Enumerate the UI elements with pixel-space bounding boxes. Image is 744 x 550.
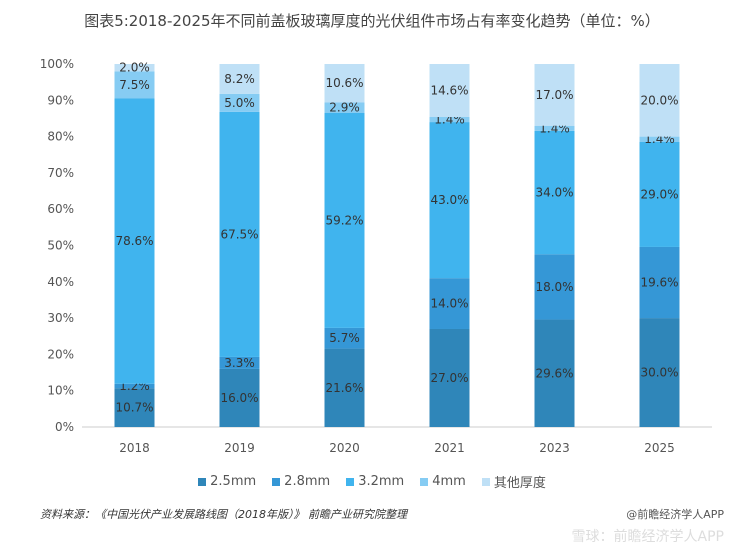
bar-segment (534, 64, 575, 126)
y-tick-label: 50% (47, 239, 74, 253)
bar-segment (114, 98, 155, 384)
bar-segment (429, 116, 470, 123)
legend-item: 2.8mm (272, 472, 330, 491)
y-tick-label: 10% (47, 384, 74, 398)
bar-segment (219, 111, 260, 357)
data-label: 14.6% (430, 83, 468, 97)
bar-segment (324, 102, 365, 114)
data-label: 43.0% (430, 193, 468, 207)
stacked-bar-chart: 0%10%20%30%40%50%60%70%80%90%100%10.7%1.… (40, 57, 712, 455)
y-tick-label: 60% (47, 202, 74, 216)
y-tick-label: 70% (47, 166, 74, 180)
bar-segment (219, 368, 260, 427)
data-label: 20.0% (640, 93, 678, 107)
data-label: 2.0% (119, 61, 150, 75)
legend-item: 3.2mm (346, 472, 404, 491)
bar-segment (219, 64, 260, 94)
data-label: 3.3% (224, 356, 255, 370)
legend-item: 2.5mm (198, 472, 256, 491)
legend-swatch (272, 477, 281, 486)
bar-segment (429, 278, 470, 329)
y-tick-label: 80% (47, 130, 74, 144)
bar-segment (639, 246, 680, 319)
data-label: 18.0% (535, 280, 573, 294)
bar-segment (639, 318, 680, 427)
data-label: 67.5% (220, 227, 258, 241)
legend-item: 其他厚度 (481, 472, 546, 491)
data-label: 21.6% (325, 381, 363, 395)
legend-label: 4mm (432, 474, 466, 489)
x-tick-label: 2020 (329, 441, 360, 455)
bar-segment (114, 388, 155, 427)
data-label: 2.9% (329, 101, 360, 115)
bar-segment (639, 64, 680, 137)
x-tick-label: 2018 (119, 441, 150, 455)
data-label: 14.0% (430, 297, 468, 311)
data-label: 34.0% (535, 186, 573, 200)
data-label: 78.6% (115, 234, 153, 248)
data-label: 29.0% (640, 187, 678, 201)
watermark: 雪球：前瞻经济学人APP (571, 529, 724, 545)
bar-segment (324, 348, 365, 427)
bar-segment (114, 64, 155, 72)
data-label: 19.6% (640, 276, 678, 290)
legend-swatch (481, 477, 490, 486)
bar-segment (534, 319, 575, 427)
bar-segment (534, 125, 575, 131)
legend-label: 其他厚度 (493, 476, 546, 491)
data-label: 7.5% (119, 78, 150, 92)
y-tick-label: 40% (47, 275, 74, 289)
y-tick-label: 0% (55, 420, 74, 434)
data-label: 17.0% (535, 88, 573, 102)
data-label: 30.0% (640, 366, 678, 380)
data-label: 10.6% (325, 76, 363, 90)
legend-label: 2.8mm (284, 474, 331, 489)
bar-segment (324, 113, 365, 328)
chart-title: 图表5:2018-2025年不同前盖板玻璃厚度的光伏组件市场占有率变化趋势（单位… (84, 12, 660, 30)
data-label: 59.2% (325, 213, 363, 227)
y-tick-label: 100% (40, 57, 74, 71)
data-label: 16.0% (220, 391, 258, 405)
bar-segment (114, 383, 155, 389)
data-label: 29.6% (535, 366, 573, 380)
data-label: 10.7% (115, 401, 153, 415)
legend-swatch (198, 477, 207, 486)
bar-segment (429, 328, 470, 427)
bar-segment (324, 64, 365, 103)
bar-segment (534, 130, 575, 255)
legend-label: 2.5mm (210, 474, 257, 489)
data-label: 8.2% (224, 72, 255, 86)
bar-segment (639, 136, 680, 142)
bar-segment (219, 356, 260, 369)
y-tick-label: 30% (47, 311, 74, 325)
y-tick-label: 20% (47, 347, 74, 361)
source-note: 资料来源：《中国光伏产业发展路线图（2018年版）》 前瞻产业研究院整理 (40, 508, 407, 521)
bar-segment (534, 254, 575, 320)
legend-item: 4mm (420, 472, 466, 491)
legend-swatch (346, 477, 355, 486)
data-label: 5.0% (224, 96, 255, 110)
legend-swatch (420, 477, 429, 486)
data-label: 5.7% (329, 331, 360, 345)
x-tick-label: 2023 (539, 441, 570, 455)
credit: @前瞻经济学人APP (626, 508, 724, 521)
bar-segment (429, 122, 470, 279)
bar-segment (219, 93, 260, 112)
legend-label: 3.2mm (358, 474, 405, 489)
bar-segment (639, 141, 680, 247)
x-tick-label: 2019 (224, 441, 255, 455)
x-tick-label: 2021 (434, 441, 465, 455)
bar-segment (429, 64, 470, 117)
bar-segment (114, 71, 155, 99)
bar-segment (324, 327, 365, 349)
y-tick-label: 90% (47, 93, 74, 107)
data-label: 27.0% (430, 371, 468, 385)
legend: 2.5mm 2.8mm 3.2mm 4mm 其他厚度 (0, 472, 744, 491)
x-tick-label: 2025 (644, 441, 675, 455)
